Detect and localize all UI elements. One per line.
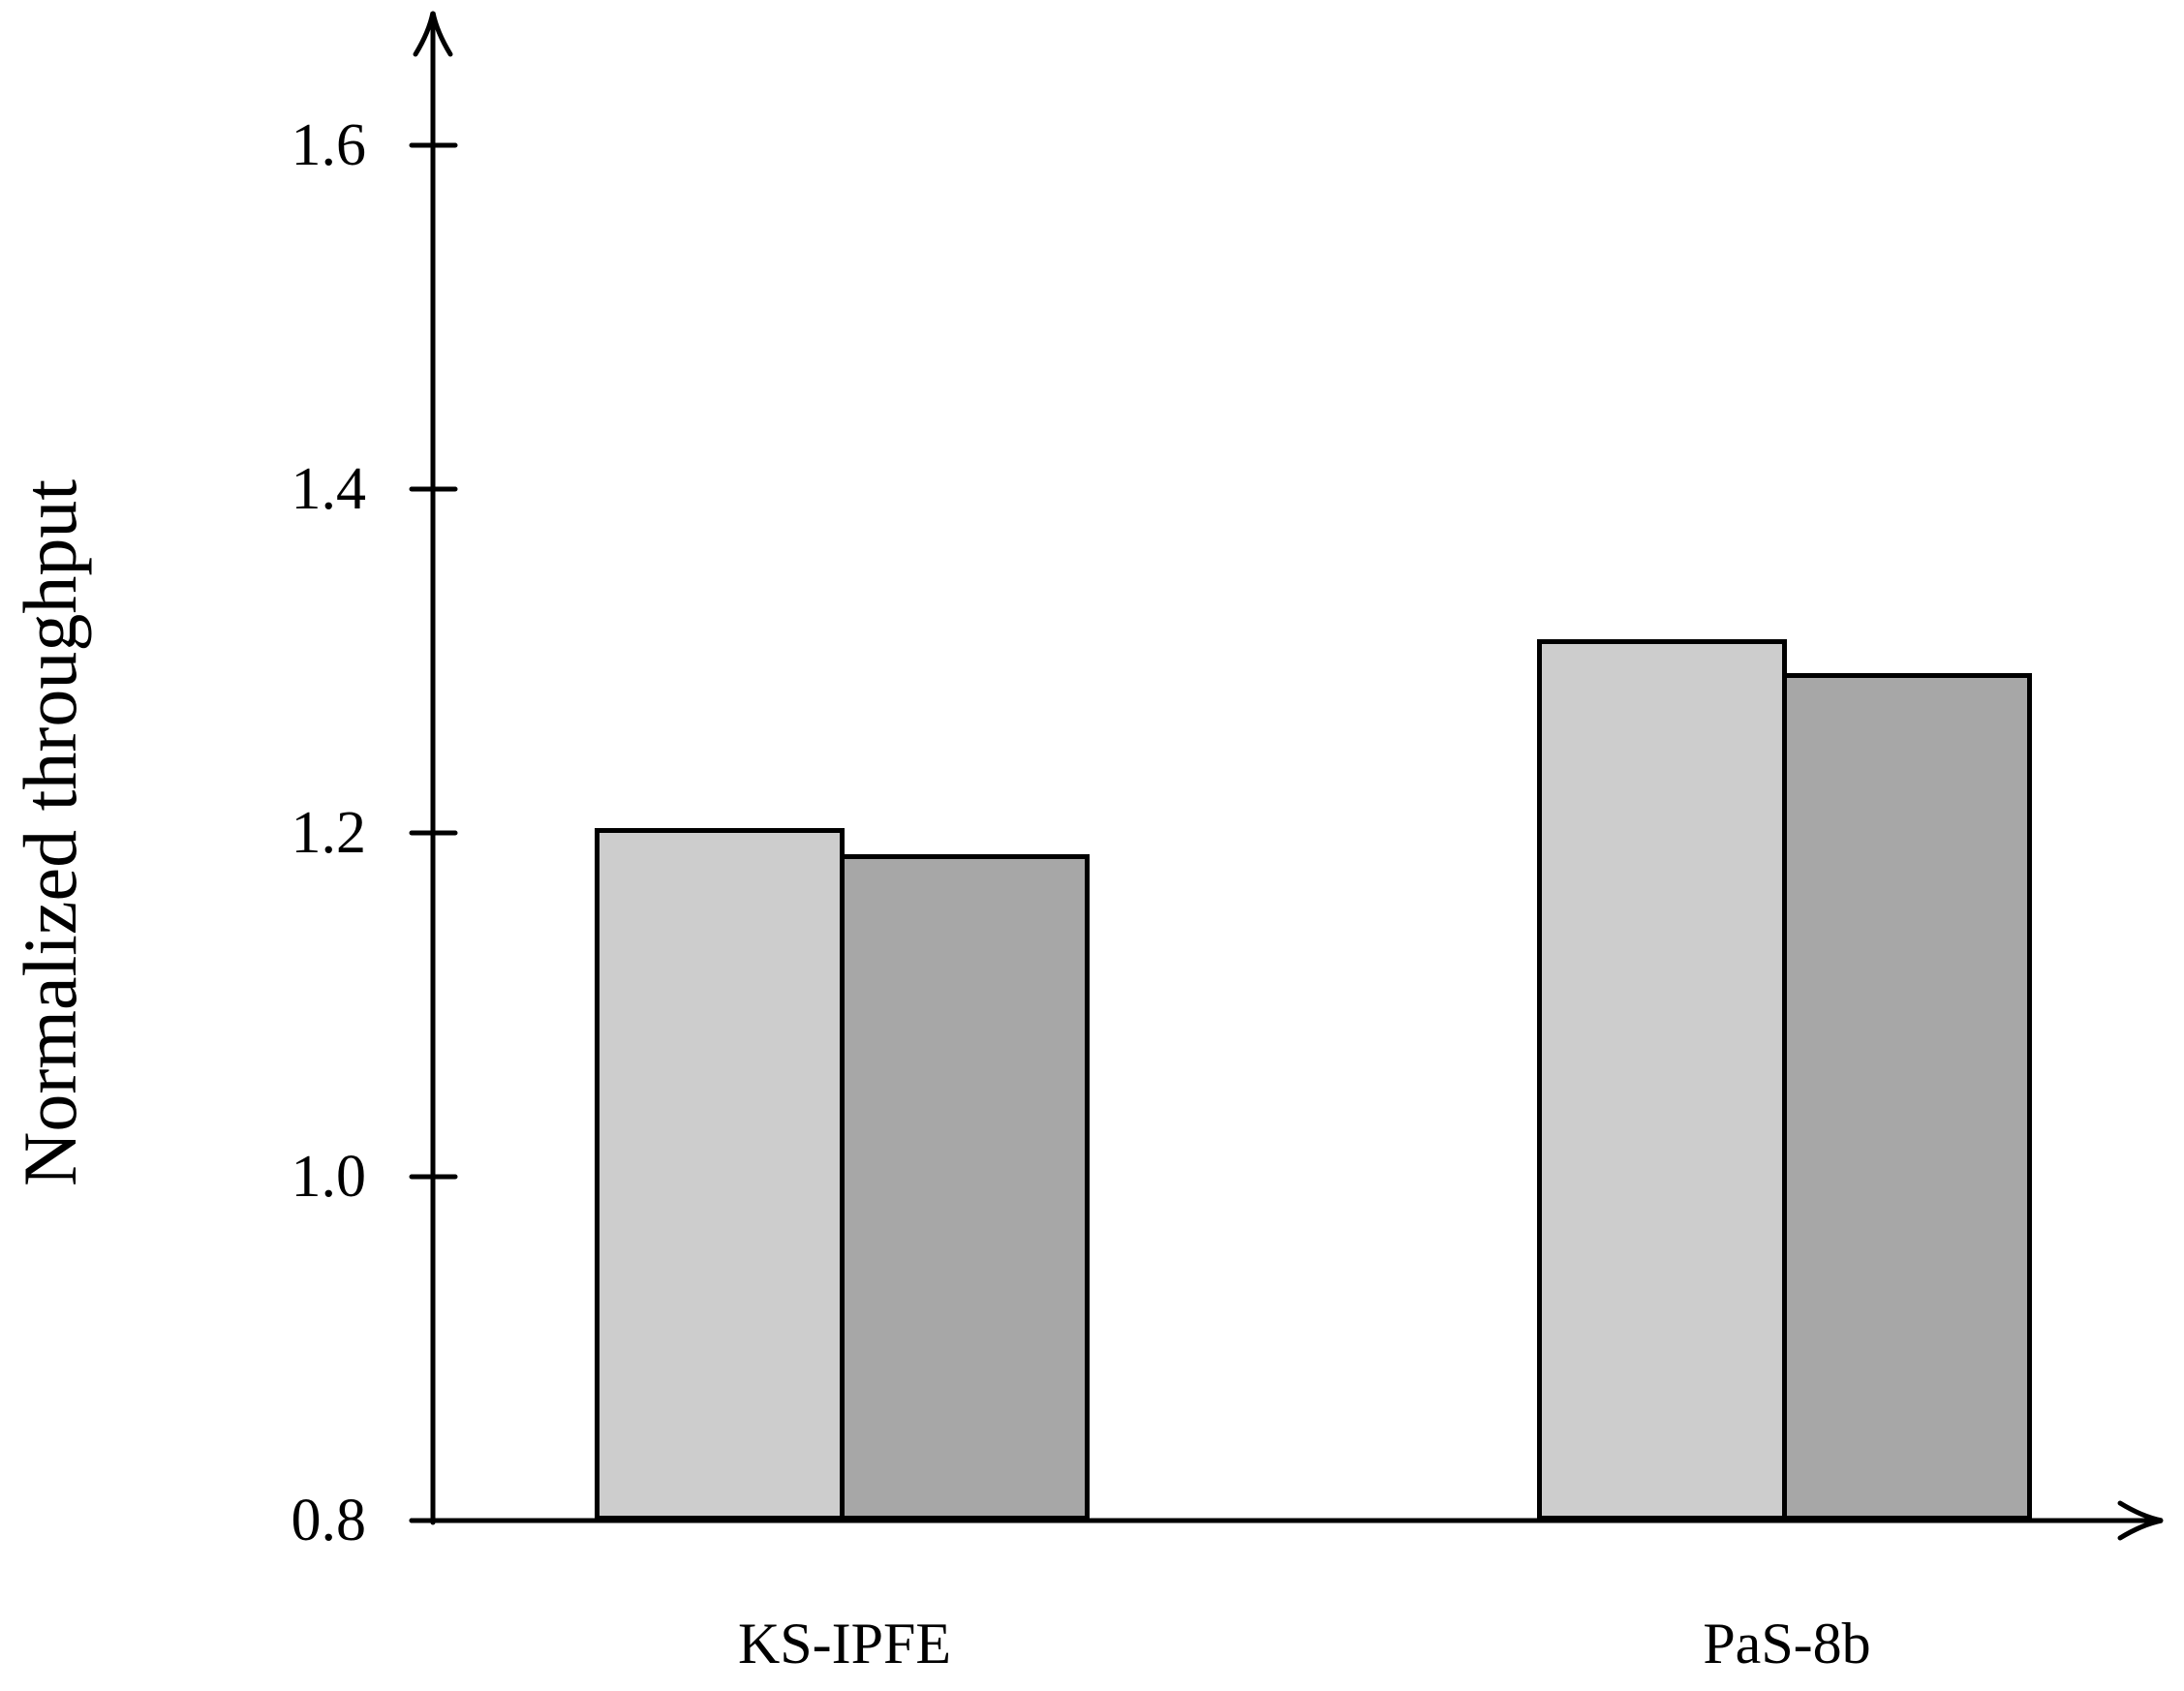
x-category-label: KS-IPFE: [737, 1612, 952, 1676]
x-axis-arrowhead: [2117, 1500, 2163, 1541]
bar-light-gray-KS-IPFE: [595, 828, 845, 1521]
y-axis-arrowhead: [413, 12, 453, 57]
y-tick-label: 1.4: [291, 456, 367, 522]
y-tick-label: 1.2: [291, 800, 367, 866]
bar-light-gray-PaS-8b: [1537, 639, 1787, 1521]
bar-dark-gray-PaS-8b: [1782, 673, 2032, 1521]
y-tick-label: 1.0: [291, 1144, 367, 1210]
x-category-label: PaS-8b: [1703, 1612, 1871, 1676]
axis-lines: [409, 11, 2164, 1541]
y-tick-label: 0.8: [291, 1488, 367, 1553]
y-tick-label: 1.6: [291, 112, 367, 178]
bar-dark-gray-KS-IPFE: [840, 854, 1090, 1521]
